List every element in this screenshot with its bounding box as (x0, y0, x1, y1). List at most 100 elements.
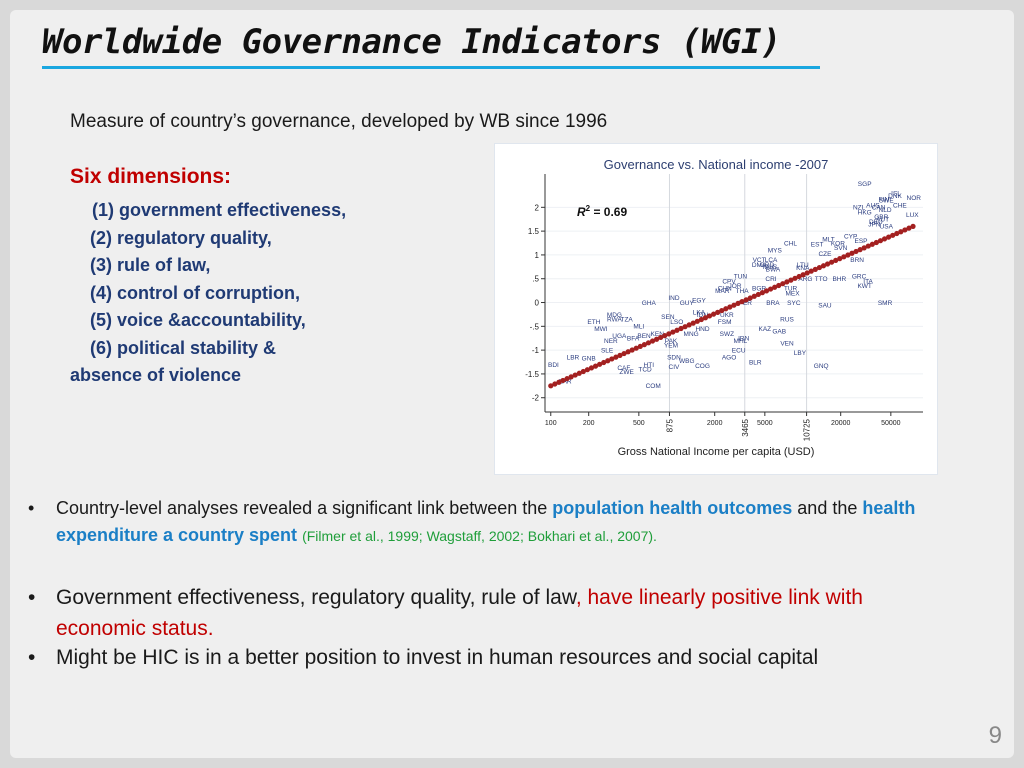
fit-line-marker (690, 320, 696, 326)
fit-line-marker (674, 327, 680, 333)
country-point-label: ITA (863, 278, 873, 285)
fit-line-marker (780, 281, 786, 287)
country-point-label: TCD (638, 367, 652, 374)
country-point-label: CRI (765, 276, 776, 283)
country-point-label: CYP (844, 233, 857, 240)
fit-line-marker (580, 368, 586, 375)
country-point-label: IND (668, 295, 680, 302)
country-point-label: KAZ (759, 326, 772, 333)
dimension-item: (6) political stability & (90, 337, 277, 358)
country-point-label: GBR (874, 214, 888, 221)
country-point-label: GRC (852, 274, 867, 281)
country-point-label: VCT (753, 257, 766, 264)
country-point-label: CHE (893, 202, 907, 209)
fit-line-marker (584, 367, 590, 373)
fit-line-marker (617, 352, 623, 358)
fit-line-marker (894, 230, 900, 237)
fit-line-marker (572, 372, 578, 378)
country-point-label: USA (880, 224, 894, 231)
country-point-label: HTI (644, 362, 655, 369)
country-point-label: ESP (855, 238, 868, 245)
fit-line-marker (869, 241, 875, 247)
bullet-highlight: health expenditure a country spent (56, 498, 916, 545)
fit-line-marker (694, 318, 700, 324)
country-point-label: IRN (738, 336, 750, 343)
country-point-label: SAU (818, 302, 832, 309)
fit-line-marker (715, 309, 721, 315)
fit-line-marker (767, 286, 774, 292)
fit-line-marker (706, 313, 713, 319)
x-tick-label: 200 (583, 420, 595, 427)
country-point-label: COM (646, 383, 661, 390)
country-point-label: SWZ (720, 331, 734, 338)
country-point-label: NZL (853, 205, 866, 212)
bullet-item: • Country-level analyses revealed a sign… (28, 495, 958, 550)
country-point-label: HKG (858, 209, 872, 216)
country-point-label: HND (695, 326, 709, 333)
country-point-label: KWT (857, 283, 871, 290)
country-point-label: GUY (680, 300, 695, 307)
country-point-label: PER (739, 300, 753, 307)
country-point-label: BLR (749, 359, 762, 366)
x-tick-label: 20000 (831, 420, 851, 427)
fit-line-marker (751, 293, 757, 299)
country-point-label: ETH (587, 319, 600, 326)
country-point-label: WBG (679, 358, 695, 365)
fit-line-marker (735, 300, 741, 307)
fit-line-marker (820, 263, 827, 269)
r-squared-sup: 2 (585, 204, 591, 213)
country-point-label: GAB (772, 328, 786, 335)
fit-line-marker (727, 304, 733, 310)
fit-line-marker (633, 345, 639, 351)
country-point-label: SDN (667, 355, 681, 362)
country-point-label: CHN (718, 286, 732, 293)
fit-line-marker (564, 376, 570, 382)
country-point-label: MNG (684, 331, 699, 338)
page-number: 9 (988, 722, 1002, 749)
country-point-label: RUS (780, 317, 794, 324)
country-point-label: BHR (832, 276, 846, 283)
country-point-label: SWE (879, 198, 894, 205)
country-point-label: LBY (794, 350, 807, 357)
fit-line-marker (641, 342, 647, 348)
country-point-label: THA (736, 288, 750, 295)
country-point-label: BGR (752, 286, 766, 293)
fit-line-marker (788, 277, 794, 283)
bullet-list: • Country-level analyses revealed a sign… (28, 495, 958, 672)
country-point-label: SVN (834, 245, 848, 252)
country-point-label: CAN (872, 205, 886, 212)
country-point-label: LBR (567, 355, 580, 362)
country-point-label: BEN (637, 333, 651, 340)
fit-line-marker (853, 248, 859, 255)
country-point-label: NLD (879, 207, 892, 214)
bullet-text: Might be HIC is in a better position to … (56, 646, 819, 669)
country-point-label: ZWE (619, 369, 634, 376)
y-tick-label: -1.5 (525, 370, 539, 379)
y-tick-label: 1 (535, 251, 540, 260)
fit-line-marker (678, 325, 684, 332)
fit-line-marker (686, 322, 692, 328)
fit-line-marker (906, 225, 912, 231)
fit-line-marker (576, 370, 582, 376)
fit-line-marker (682, 324, 688, 330)
dimension-item: (1) government effectiveness, (92, 200, 347, 220)
bullet-item: • Government effectiveness, regulatory q… (28, 582, 958, 644)
fit-line-marker (653, 336, 660, 342)
country-point-label: KOR (831, 240, 845, 247)
fit-line-marker (719, 307, 725, 314)
fit-line-marker (816, 264, 823, 271)
x-tick-label: 875 (665, 418, 674, 432)
fit-line-marker (698, 316, 704, 323)
slide-title: Worldwide Governance Indicators (WGI) (42, 22, 781, 62)
fit-line-marker (560, 377, 566, 384)
fit-line-marker (552, 381, 558, 387)
r-squared-label: R (577, 205, 586, 219)
fit-line-marker (649, 338, 656, 344)
x-tick-label: 100 (545, 420, 557, 427)
country-point-label: AUS (866, 202, 880, 209)
fit-line-marker (833, 257, 839, 264)
fit-line-marker (556, 379, 562, 385)
fit-line-marker (776, 282, 782, 289)
country-point-label: SYC (787, 300, 801, 307)
